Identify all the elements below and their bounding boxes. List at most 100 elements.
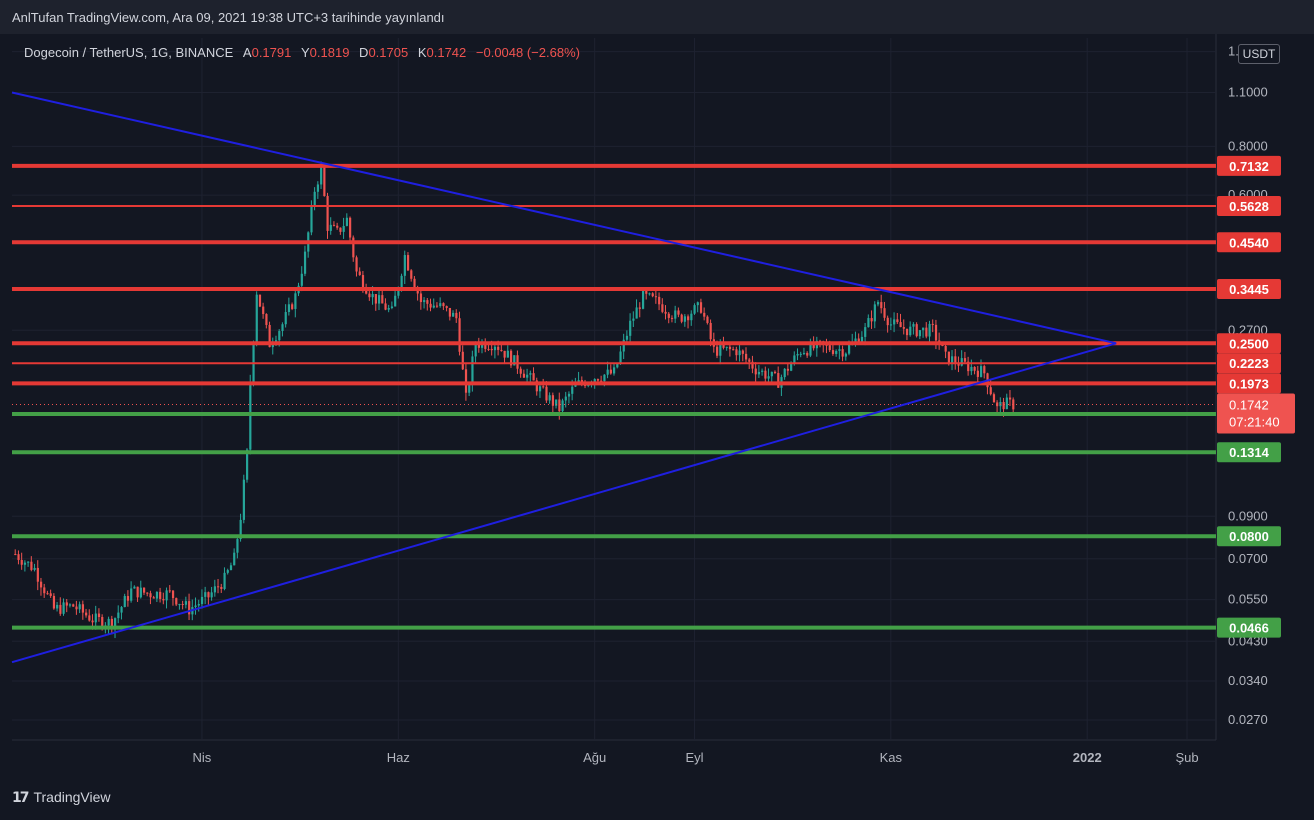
candle-body [252, 341, 255, 383]
symbol-title: Dogecoin / TetherUS, 1G, BINANCE [24, 45, 234, 60]
candle-body [748, 359, 751, 362]
plot-area[interactable] [12, 38, 1216, 740]
candle-body [233, 552, 236, 566]
candle-body [687, 316, 690, 321]
candle-body [403, 255, 406, 276]
candle-body [268, 324, 271, 348]
candle-body [126, 596, 130, 601]
candle-body [770, 371, 773, 377]
candle-body [226, 570, 229, 573]
candle-body [992, 394, 996, 403]
descending-trendline[interactable] [11, 91, 1117, 345]
candle-body [609, 369, 612, 374]
candle-body [947, 351, 951, 365]
y-tick-label: 0.0340 [1228, 673, 1268, 688]
candle-body [352, 237, 355, 258]
x-tick-label: Şub [1175, 750, 1198, 765]
tradingview-branding[interactable]: 17 TradingView [12, 789, 111, 806]
candle-body [735, 349, 738, 356]
candle-body [101, 617, 104, 628]
candle-body [255, 294, 258, 342]
candle-body [857, 338, 860, 344]
symbol-legend: Dogecoin / TetherUS, 1G, BINANCE A0.1791… [24, 45, 580, 60]
brand-name: TradingView [33, 789, 111, 805]
candle-body [693, 305, 696, 314]
candle-body [435, 305, 439, 307]
x-tick-label: Kas [880, 750, 903, 765]
candle-body [72, 604, 75, 607]
level-price-badge [1217, 333, 1281, 354]
high-label: Y [300, 45, 310, 60]
candle-body [368, 293, 371, 298]
candle-body [284, 312, 287, 325]
candle-body [497, 346, 500, 350]
candle-body [323, 165, 326, 197]
level-price-badge [1217, 526, 1281, 547]
candle-body [471, 356, 474, 385]
candle-body [278, 331, 281, 341]
y-tick-label: 1.1000 [1228, 85, 1268, 100]
candle-body [564, 396, 567, 401]
price-chart[interactable]: NisHazAğuEylKas2022Şub1.40001.10000.8000… [0, 34, 1314, 820]
low-label: D [359, 45, 369, 60]
candle-body [390, 306, 394, 308]
candle-body [345, 217, 349, 226]
candle-body [732, 349, 735, 351]
candle-body [332, 224, 336, 226]
currency-unit-button[interactable]: USDT [1238, 44, 1280, 64]
candle-body [532, 373, 535, 381]
candle-body [349, 217, 352, 238]
candle-body [168, 590, 171, 592]
candle-body [49, 593, 52, 596]
candle-body [14, 554, 17, 556]
y-tick-label: 0.0700 [1228, 551, 1268, 566]
candle-body [117, 612, 120, 619]
candle-body [922, 327, 925, 331]
candle-body [339, 227, 342, 232]
candle-body [761, 370, 764, 372]
candle-body [448, 307, 452, 317]
candle-body [287, 304, 291, 313]
candle-body [783, 368, 786, 378]
candle-body [667, 313, 670, 318]
candle-body [905, 328, 909, 336]
candle-body [39, 581, 43, 588]
candle-body [303, 251, 307, 274]
candle-body [709, 322, 712, 340]
candle-body [706, 316, 709, 323]
candle-body [600, 380, 603, 382]
candle-body [848, 344, 851, 354]
candle-body [110, 618, 113, 630]
candle-body [320, 165, 323, 185]
ascending-trendline[interactable] [11, 342, 1117, 664]
candle-body [690, 313, 693, 321]
candle-body [928, 323, 931, 337]
level-price-badge [1217, 279, 1281, 300]
candle-body [406, 255, 410, 271]
candle-body [455, 312, 458, 319]
candle-body [20, 559, 23, 565]
candle-body [696, 302, 699, 306]
candle-body [361, 275, 365, 289]
candle-body [152, 597, 155, 599]
candle-body [1012, 399, 1015, 410]
candle-body [773, 371, 777, 374]
x-tick-label: Ağu [583, 750, 606, 765]
candle-body [133, 586, 136, 589]
candle-body [632, 318, 635, 321]
candle-body [484, 342, 487, 349]
candle-body [674, 310, 677, 319]
candle-body [387, 307, 390, 310]
level-price-badge [1217, 155, 1281, 176]
candle-body [767, 376, 770, 379]
candle-body [410, 270, 413, 279]
candle-body [374, 294, 377, 304]
candle-body [33, 567, 36, 570]
candle-body [229, 565, 233, 571]
candle-body [426, 300, 429, 304]
candle-body [683, 316, 687, 322]
candle-body [355, 257, 358, 272]
candle-body [68, 604, 72, 606]
candle-body [23, 562, 27, 565]
candle-body [503, 350, 506, 358]
